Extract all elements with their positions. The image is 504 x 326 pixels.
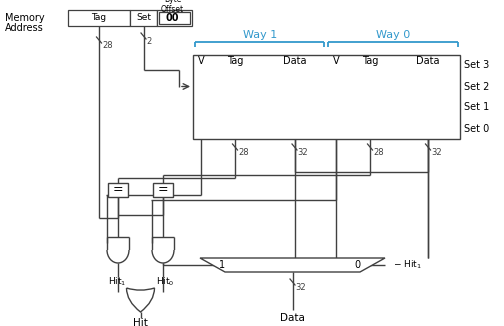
Text: Set 2: Set 2 — [464, 82, 489, 92]
Text: =: = — [113, 184, 123, 197]
Text: 32: 32 — [295, 283, 306, 292]
Text: Tag: Tag — [91, 13, 106, 22]
Text: 1: 1 — [219, 260, 225, 270]
PathPatch shape — [127, 288, 155, 312]
Text: 0: 0 — [354, 260, 360, 270]
Text: Set 0: Set 0 — [464, 124, 489, 134]
Bar — [157, 10, 192, 26]
Text: Hit: Hit — [133, 318, 148, 326]
Text: 32: 32 — [431, 148, 442, 157]
Text: 28: 28 — [238, 148, 248, 157]
Bar — [193, 55, 460, 139]
Text: V: V — [333, 56, 339, 67]
Text: =: = — [158, 184, 168, 197]
Text: Tag: Tag — [362, 56, 378, 67]
Text: Set: Set — [136, 13, 151, 22]
Text: Set 1: Set 1 — [464, 102, 489, 112]
Text: 00: 00 — [166, 13, 179, 23]
Bar — [130, 10, 157, 26]
Text: Address: Address — [5, 23, 44, 33]
Wedge shape — [150, 250, 176, 263]
Text: Data: Data — [416, 56, 440, 67]
Bar — [159, 12, 190, 24]
Text: 28: 28 — [373, 148, 384, 157]
Text: 32: 32 — [297, 148, 308, 157]
Text: V: V — [198, 56, 204, 67]
Text: Way 1: Way 1 — [242, 30, 277, 40]
Text: Memory: Memory — [5, 13, 45, 23]
Text: Set 3: Set 3 — [464, 61, 489, 70]
Polygon shape — [200, 258, 385, 272]
Text: Hit$_0$: Hit$_0$ — [156, 276, 174, 288]
Text: Tag: Tag — [227, 56, 243, 67]
Text: Byte
Offset: Byte Offset — [161, 0, 184, 14]
Text: Way 0: Way 0 — [376, 30, 410, 40]
Bar — [108, 183, 128, 197]
Text: 2: 2 — [147, 37, 152, 46]
Text: Data: Data — [283, 56, 306, 67]
Text: 28: 28 — [102, 41, 112, 50]
Bar — [153, 183, 173, 197]
Text: Hit$_1$: Hit$_1$ — [108, 276, 126, 288]
Bar — [68, 10, 130, 26]
Text: $\mathsf{-}$ Hit$_1$: $\mathsf{-}$ Hit$_1$ — [393, 259, 422, 271]
Wedge shape — [105, 250, 131, 263]
Text: Data: Data — [280, 313, 305, 323]
